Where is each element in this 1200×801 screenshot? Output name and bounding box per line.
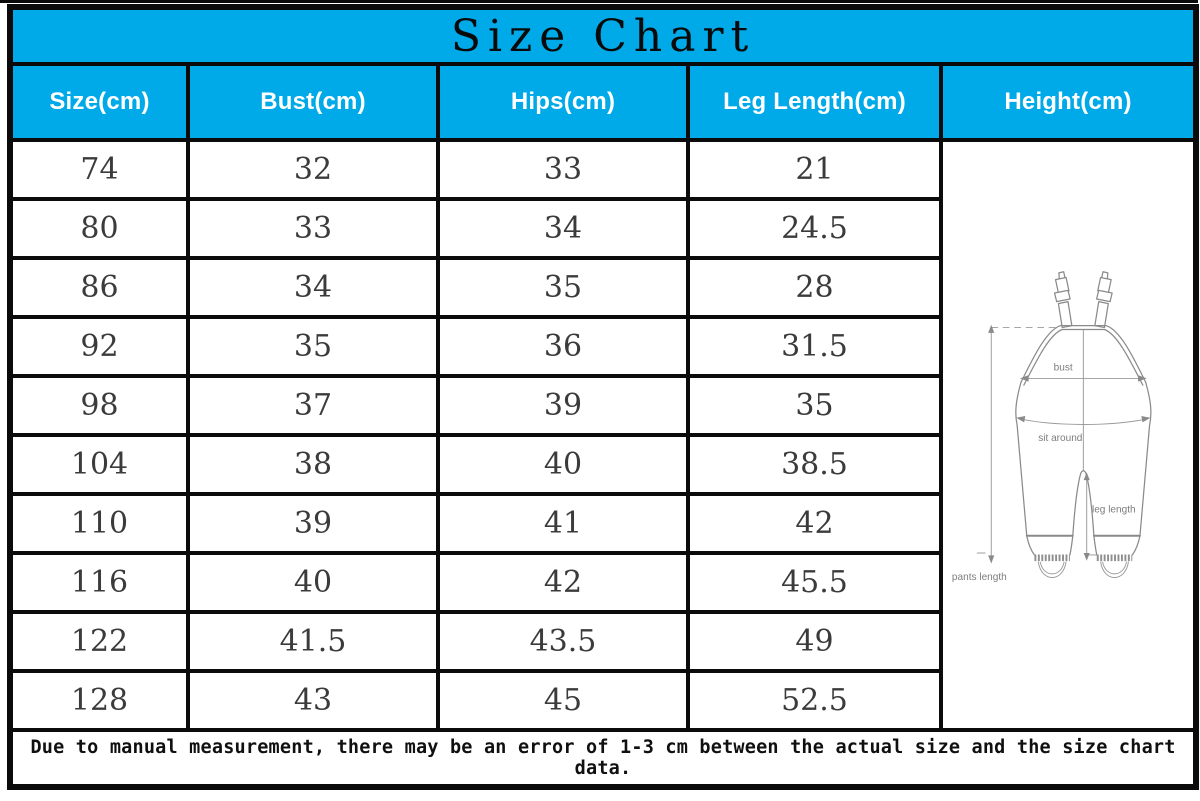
header-hips: Hips(cm) <box>436 62 690 142</box>
diagram-label-pants-length: pants length <box>952 571 1007 582</box>
table-row: 104 38 40 38.5 <box>8 433 1196 496</box>
diagram-label-bust: bust <box>1054 362 1073 373</box>
header-bust: Bust(cm) <box>186 62 440 142</box>
table-row: 74 32 33 21 <box>8 138 1199 732</box>
cell-bust: 37 <box>186 374 440 437</box>
size-chart-table: Size Chart Size(cm) Bust(cm) Hips(cm) Le… <box>7 4 1200 790</box>
table-row: 92 35 36 31.5 <box>8 315 1196 378</box>
cell-size: 122 <box>8 610 190 673</box>
cell-hips: 41 <box>436 492 690 555</box>
table-row: 86 34 35 28 <box>8 256 1196 319</box>
cell-size: 104 <box>8 433 190 496</box>
table-row: 110 39 41 42 <box>8 492 1196 555</box>
table-row: 128 43 45 52.5 <box>8 669 1196 732</box>
cell-bust: 32 <box>186 138 440 201</box>
measurement-disclaimer: Due to manual measurement, there may be … <box>7 728 1199 789</box>
cell-bust: 43 <box>186 669 440 732</box>
cell-leg-length: 21 <box>686 138 943 201</box>
table-row: 98 37 39 35 <box>8 374 1196 437</box>
cell-size: 86 <box>8 256 190 319</box>
cell-hips: 35 <box>436 256 690 319</box>
cell-leg-length: 35 <box>686 374 943 437</box>
top-divider-line <box>0 0 1198 3</box>
cell-hips: 45 <box>436 669 690 732</box>
cell-bust: 40 <box>186 551 440 614</box>
header-height: Height(cm) <box>938 62 1199 142</box>
header-size: Size(cm) <box>8 62 190 142</box>
diagram-label-sit-around: sit around <box>1038 432 1082 443</box>
cell-leg-length: 52.5 <box>686 669 943 732</box>
chart-title: Size Chart <box>7 5 1199 66</box>
title-row: Size Chart <box>7 5 1199 66</box>
header-row: Size(cm) Bust(cm) Hips(cm) Leg Length(cm… <box>8 62 1199 142</box>
header-leg-length: Leg Length(cm) <box>686 62 943 142</box>
note-row: Due to manual measurement, there may be … <box>7 728 1199 789</box>
cell-leg-length: 45.5 <box>686 551 943 614</box>
cell-bust: 39 <box>186 492 440 555</box>
cell-leg-length: 24.5 <box>686 197 943 260</box>
cell-size: 80 <box>8 197 190 260</box>
cell-bust: 41.5 <box>186 610 440 673</box>
diagram-label-leg-length: leg length <box>1092 504 1136 515</box>
table-row: 80 33 34 24.5 <box>8 197 1196 260</box>
cell-bust: 33 <box>186 197 440 260</box>
cell-size: 116 <box>8 551 190 614</box>
cell-leg-length: 28 <box>686 256 943 319</box>
cell-leg-length: 38.5 <box>686 433 943 496</box>
cell-size: 128 <box>8 669 190 732</box>
strap-icon <box>1053 270 1113 328</box>
cell-bust: 35 <box>186 315 440 378</box>
cell-bust: 34 <box>186 256 440 319</box>
cell-hips: 40 <box>436 433 690 496</box>
cell-leg-length: 42 <box>686 492 943 555</box>
height-diagram-cell: bust sit around leg length pants length <box>938 138 1199 732</box>
cell-size: 110 <box>8 492 190 555</box>
table-row: 116 40 42 45.5 <box>8 551 1196 614</box>
cell-size: 74 <box>8 138 190 201</box>
table-row: 122 41.5 43.5 49 <box>8 610 1196 673</box>
cell-leg-length: 31.5 <box>686 315 943 378</box>
cell-bust: 38 <box>186 433 440 496</box>
cell-hips: 43.5 <box>436 610 690 673</box>
cell-size: 98 <box>8 374 190 437</box>
cell-hips: 36 <box>436 315 690 378</box>
overalls-measurement-diagram: bust sit around leg length pants length <box>952 270 1152 582</box>
cell-hips: 42 <box>436 551 690 614</box>
cell-hips: 34 <box>436 197 690 260</box>
cell-hips: 33 <box>436 138 690 201</box>
cell-size: 92 <box>8 315 190 378</box>
cell-leg-length: 49 <box>686 610 943 673</box>
cell-hips: 39 <box>436 374 690 437</box>
